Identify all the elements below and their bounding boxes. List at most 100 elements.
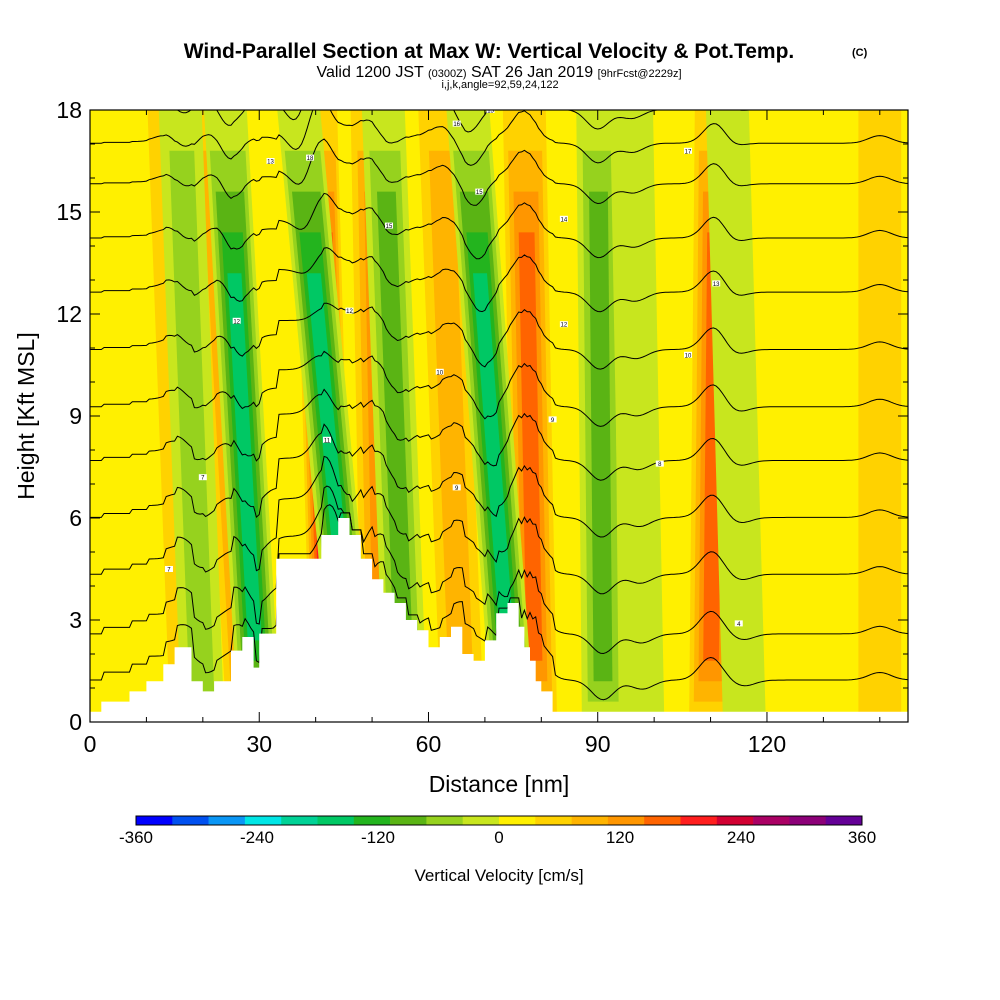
colorbar-tick-label: -360 <box>119 828 153 847</box>
isentrope-label-bg <box>452 484 461 491</box>
y-tick-label: 0 <box>69 709 82 735</box>
colorbar-swatch <box>571 816 609 825</box>
isentrope-label-text: 12 <box>233 319 240 325</box>
y-tick-label: 15 <box>56 199 82 225</box>
y-tick-label: 6 <box>69 505 82 531</box>
isentrope-label-12: 15 <box>486 109 495 115</box>
isentrope-label-4: 18 <box>306 154 315 162</box>
isentrope-label-5: 11 <box>322 436 331 444</box>
colorbar-swatch <box>317 816 355 825</box>
isentrope-label-bg <box>475 188 484 195</box>
isentrope-label-17: 10 <box>683 351 692 359</box>
colorbar-swatch <box>172 816 209 825</box>
isentrope-label-text: 15 <box>386 224 393 230</box>
chart-indices: i,j,k,angle=92,59,24,122 <box>441 79 558 91</box>
isentrope-label-bg <box>232 317 241 324</box>
chart-subtitle: Valid 1200 JST (0300Z) SAT 26 Jan 2019 [… <box>316 64 681 81</box>
isentrope-label-text: 15 <box>487 109 494 115</box>
isentrope-label-3: 13 <box>266 158 275 166</box>
isentrope-label-bg <box>452 120 461 127</box>
isentrope-label-text: 4 <box>737 622 741 628</box>
isentrope-label-text: 13 <box>713 282 720 288</box>
isentrope-label-14: 12 <box>559 321 568 329</box>
colorbar-label: Vertical Velocity [cm/s] <box>414 866 583 885</box>
isentrope-label-bg <box>164 566 173 572</box>
colorbar-swatch <box>789 816 826 825</box>
isentrope-label-text: 15 <box>476 190 483 196</box>
isentrope-label-bg <box>384 222 393 229</box>
colorbar-tick-label: -120 <box>361 828 395 847</box>
colorbar-swatch <box>462 816 500 825</box>
isentrope-label-19: 13 <box>712 280 721 288</box>
downdraft-band-0-level-1 <box>169 150 215 702</box>
isentrope-label-11: 15 <box>475 188 484 196</box>
chart-title-suffix: (C) <box>852 47 868 59</box>
isentrope-label-bg <box>683 147 692 154</box>
isentrope-label-bg <box>734 620 743 627</box>
colorbar-frame <box>135 815 863 826</box>
y-tick-label: 9 <box>69 403 82 429</box>
isentrope-label-10: 16 <box>452 120 461 128</box>
colorbar-tick-label: 360 <box>848 828 876 847</box>
isentrope-label-bg <box>655 460 664 467</box>
isentrope-label-9: 9 <box>452 484 461 492</box>
isentrope-label-15: 14 <box>559 215 568 223</box>
colorbar-swatch <box>390 816 427 825</box>
potential-temperature-contours <box>90 110 908 701</box>
isentrope-label-bg <box>559 321 568 328</box>
colorbar-swatch <box>644 816 681 825</box>
isentrope-10 <box>90 110 908 166</box>
isentrope-2 <box>90 455 908 595</box>
isentrope-label-bg <box>306 154 315 161</box>
isentrope-label-text: 7 <box>201 476 205 482</box>
isentrope-label-6: 12 <box>345 307 354 315</box>
colorbar <box>135 815 863 826</box>
downdraft-band-4-level-4 <box>473 273 515 641</box>
isentrope-label-0: 7 <box>164 566 173 574</box>
isentrope-label-text: 8 <box>658 462 662 468</box>
isentrope-label-20: 4 <box>734 620 743 628</box>
isentrope-label-8: 10 <box>435 368 444 376</box>
x-tick-label: 120 <box>748 731 786 757</box>
vertical-velocity-field <box>147 110 902 722</box>
colorbar-swatch <box>353 816 391 825</box>
updraft-band-4-level-1 <box>428 150 474 702</box>
isentrope-6 <box>90 302 908 370</box>
colorbar-swatch <box>607 816 645 825</box>
isentrope-label-text: 13 <box>267 160 274 166</box>
isentrope-label-text: 17 <box>685 149 692 155</box>
isentrope-label-2: 12 <box>232 317 241 325</box>
isentrope-4 <box>90 388 908 481</box>
colorbar-swatch <box>244 816 282 825</box>
colorbar-tick-label: -240 <box>240 828 274 847</box>
colorbar-swatch <box>426 816 463 825</box>
isentrope-label-text: 9 <box>551 418 555 424</box>
isentrope-label-bg <box>198 474 207 481</box>
x-tick-label: 60 <box>416 731 442 757</box>
isentrope-label-7: 15 <box>384 222 393 230</box>
colorbar-tick-label: 120 <box>606 828 634 847</box>
isentrope-label-text: 12 <box>346 309 353 315</box>
isentrope-label-bg <box>683 351 692 358</box>
colorbar-swatch <box>716 816 754 825</box>
colorbar-swatch <box>535 816 572 825</box>
downdraft-band-7-level-0 <box>706 110 766 722</box>
isentrope-label-text: 10 <box>436 370 443 376</box>
isentrope-label-text: 10 <box>685 353 692 359</box>
y-axis: 0 3 6 9 12 15 18 <box>56 97 908 735</box>
x-tick-label: 30 <box>246 731 272 757</box>
isentrope-label-bg <box>486 110 495 113</box>
isentrope-label-bg <box>322 436 331 443</box>
colorbar-swatch <box>753 816 790 825</box>
isentrope-label-text: 16 <box>453 122 460 128</box>
isentrope-11 <box>176 110 756 133</box>
isentrope-9 <box>90 138 908 206</box>
isentrope-label-bg <box>548 416 557 423</box>
y-tick-label: 18 <box>56 97 82 123</box>
y-tick-label: 12 <box>56 301 82 327</box>
colorbar-tick-label: 0 <box>494 828 503 847</box>
isentrope-3 <box>90 423 908 538</box>
colorbar-swatch <box>281 816 318 825</box>
isentrope-label-1: 7 <box>198 474 207 482</box>
isentrope-label-text: 14 <box>561 217 568 223</box>
